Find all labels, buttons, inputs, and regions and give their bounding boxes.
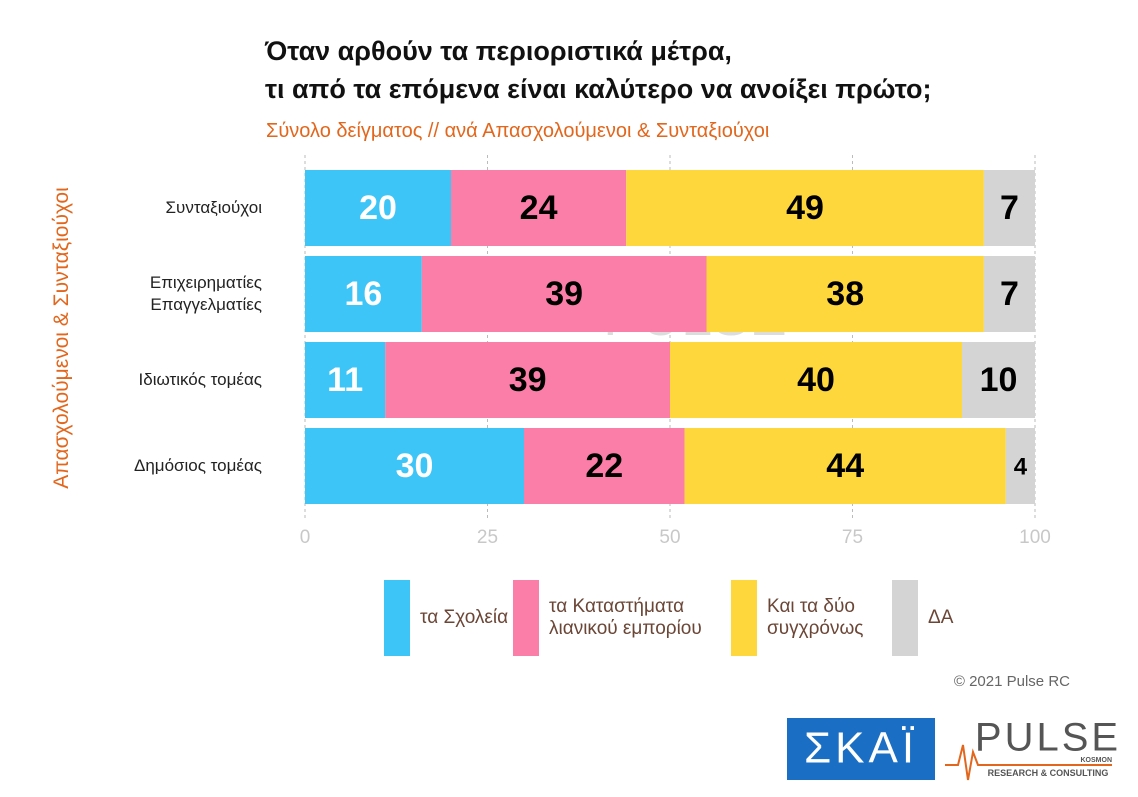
- legend-swatch: [384, 580, 410, 656]
- bar-segment: [524, 428, 685, 504]
- value-label: 4: [1014, 453, 1028, 480]
- value-label: 24: [520, 189, 558, 227]
- x-tick-label: 25: [477, 527, 498, 548]
- value-label: 49: [786, 189, 824, 227]
- legend-swatch: [731, 580, 757, 656]
- pulse-wave: [945, 744, 1112, 781]
- bar-segment: [1005, 428, 1035, 504]
- chart-subtitle: Σύνολο δείγματος // ανά Απασχολούμενοι &…: [266, 120, 770, 142]
- value-label: 44: [826, 447, 864, 485]
- skai-logo: ΣΚΑΪ: [804, 724, 918, 773]
- chart-title: Όταν αρθούν τα περιοριστικά μέτρα,: [265, 36, 732, 66]
- value-label: 40: [797, 361, 835, 399]
- value-label: 22: [585, 447, 623, 485]
- x-tick-label: 0: [300, 527, 311, 548]
- legend-label: τα Σχολεία: [420, 607, 509, 628]
- bar-segment: [421, 256, 707, 332]
- value-label: 39: [545, 275, 583, 313]
- x-tick-label: 50: [659, 527, 680, 548]
- bar-segment: [684, 428, 1006, 504]
- skai-logo-bg: [787, 718, 935, 780]
- y-axis-label: Απασχολούμενοι & Συνταξιούχοι: [50, 187, 73, 489]
- pulse-kosmon: KOSMON: [1081, 757, 1113, 764]
- y-tick-label: Επιχειρηματίες Επαγγελματίες: [149, 273, 262, 314]
- legend-label: Και τα δύο συγχρόνως: [767, 596, 864, 639]
- bar-segment: [626, 170, 984, 246]
- value-label: 38: [826, 275, 864, 313]
- pulse-logo: PULSE: [975, 716, 1121, 760]
- bar-segment: [305, 256, 422, 332]
- value-label: 20: [359, 189, 397, 227]
- chart-title: τι από τα επόμενα είναι καλύτερο να ανοί…: [265, 74, 932, 104]
- value-label: 11: [327, 361, 363, 399]
- y-tick-label: Ιδιωτικός τομέας: [138, 370, 262, 389]
- x-tick-label: 75: [842, 527, 863, 548]
- bar-segment: [670, 342, 962, 418]
- value-label: 10: [980, 361, 1018, 399]
- bar-segment: [706, 256, 984, 332]
- bar-segment: [305, 428, 524, 504]
- y-tick-label: Δημόσιος τομέας: [133, 456, 262, 475]
- copyright: © 2021 Pulse RC: [953, 673, 1070, 690]
- bar-segment: [305, 170, 451, 246]
- value-label: 7: [1000, 189, 1019, 227]
- legend-swatch: [513, 580, 539, 656]
- value-label: 39: [509, 361, 547, 399]
- x-tick-label: 100: [1019, 527, 1051, 548]
- legend-label: ΔΑ: [928, 607, 954, 628]
- value-label: 16: [344, 275, 382, 313]
- bar-segment: [385, 342, 670, 418]
- value-label: 30: [396, 447, 434, 485]
- bar-segment: [983, 170, 1035, 246]
- bar-segment: [451, 170, 627, 246]
- bar-segment: [962, 342, 1035, 418]
- bar-segment: [983, 256, 1035, 332]
- y-tick-label: Συνταξιούχοι: [165, 198, 262, 217]
- legend-label: τα Καταστήματα λιανικού εμπορίου: [549, 596, 702, 639]
- value-label: 7: [1000, 275, 1019, 313]
- bar-segment: [305, 342, 386, 418]
- legend-swatch: [892, 580, 918, 656]
- pulse-tagline: RESEARCH & CONSULTING: [988, 768, 1109, 778]
